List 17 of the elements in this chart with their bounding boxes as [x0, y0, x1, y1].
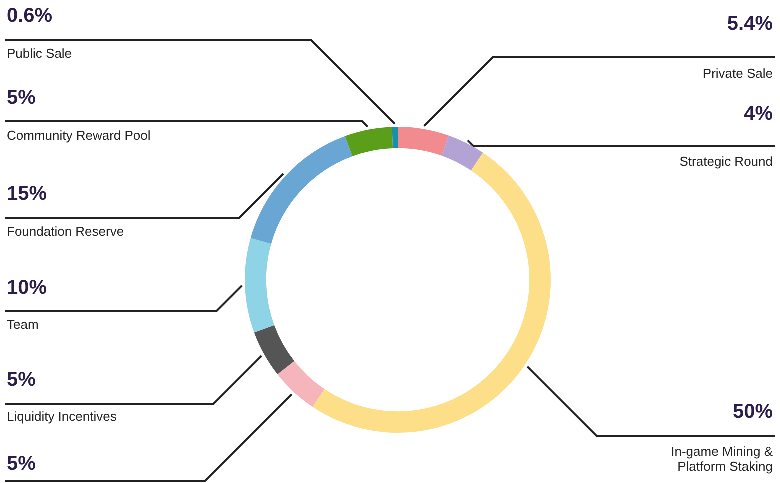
data-label: 5%	[7, 453, 36, 475]
slice-label: In-game Mining & Platform Staking	[671, 444, 774, 474]
data-label: 50%	[732, 401, 774, 423]
data-label: 15%	[7, 183, 48, 205]
data-label: 10%	[7, 277, 48, 299]
slice-label: Foundation Reserve	[7, 224, 124, 239]
data-label: 4%	[744, 103, 774, 125]
slice-label: Public Sale	[7, 46, 72, 61]
data-label: 5%	[7, 369, 36, 391]
data-label: 5.4%	[727, 13, 774, 35]
slice-label: Team	[7, 317, 39, 332]
slice-label: Liquidity Incentives	[7, 409, 118, 424]
data-label: 5%	[7, 87, 36, 109]
slice-label: Community Reward Pool	[7, 128, 151, 143]
slice-label: Strategic Round	[680, 154, 773, 169]
data-label: 0.6%	[7, 5, 53, 27]
slice-label: Private Sale	[702, 66, 773, 81]
